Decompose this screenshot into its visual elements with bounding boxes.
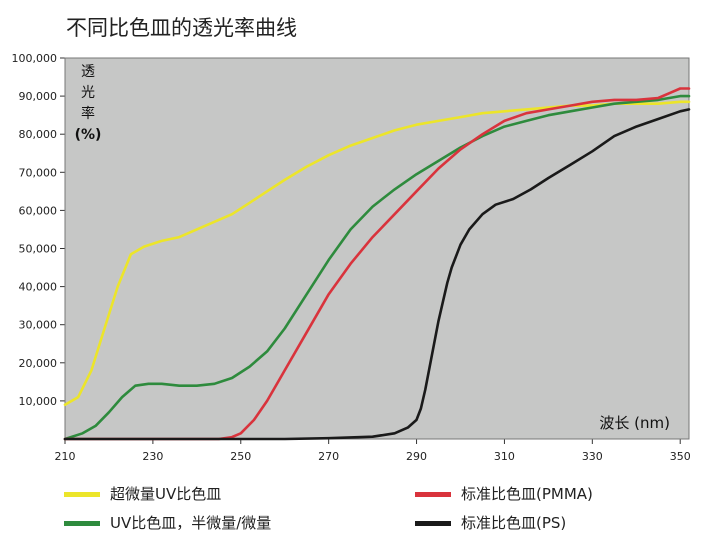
y-tick-label: 30,000 bbox=[19, 319, 58, 332]
legend-item-3: 标准比色皿(PS) bbox=[415, 512, 566, 533]
legend-swatch-0 bbox=[64, 492, 100, 497]
x-tick-label: 250 bbox=[230, 450, 251, 463]
y-tick-label: 20,000 bbox=[19, 357, 58, 370]
legend-label-2: 标准比色皿(PMMA) bbox=[461, 485, 593, 503]
series-line-2 bbox=[63, 87, 691, 441]
series-layer bbox=[63, 87, 691, 441]
legend-label-0: 超微量UV比色皿 bbox=[110, 485, 222, 503]
plot-area bbox=[65, 58, 689, 439]
x-tick-label: 310 bbox=[494, 450, 515, 463]
y-axis-label: 透光率 (%) bbox=[75, 64, 102, 143]
y-axis-label-line: 率 bbox=[81, 105, 95, 122]
y-axis-label-line: (%) bbox=[75, 127, 102, 143]
series-line-1 bbox=[63, 94, 691, 441]
chart-title: 不同比色皿的透光率曲线 bbox=[66, 16, 297, 40]
legend-label-3: 标准比色皿(PS) bbox=[461, 514, 567, 532]
legend-item-2: 标准比色皿(PMMA) bbox=[415, 483, 593, 504]
plot-border bbox=[64, 57, 690, 440]
x-tick-label: 210 bbox=[55, 450, 76, 463]
y-tick-label: 50,000 bbox=[19, 243, 58, 256]
series-line-3 bbox=[63, 108, 691, 441]
y-tick-label: 90,000 bbox=[19, 90, 58, 103]
y-axis-label-line: 光 bbox=[81, 85, 95, 101]
x-tick-label: 330 bbox=[582, 450, 603, 463]
x-tick-label: 290 bbox=[406, 450, 427, 463]
y-tick-label: 100,000 bbox=[12, 52, 58, 65]
y-tick-label: 40,000 bbox=[19, 281, 58, 294]
legend-swatch-1 bbox=[64, 521, 100, 526]
y-tick-label: 80,000 bbox=[19, 128, 58, 141]
x-axis-label: 波长 (nm) bbox=[599, 414, 670, 432]
y-tick-label: 10,000 bbox=[19, 395, 58, 408]
y-axis-label-line: 透 bbox=[81, 64, 95, 80]
x-tick-label: 230 bbox=[142, 450, 163, 463]
legend-item-1: UV比色皿，半微量/微量 bbox=[64, 512, 271, 533]
legend-swatch-2 bbox=[415, 492, 451, 497]
axis-ticks: 10,000 20,000 30,000 40,000 50,000 60,000 70,0… bbox=[12, 52, 691, 463]
series-line-0 bbox=[63, 100, 691, 407]
x-tick-label: 270 bbox=[318, 450, 339, 463]
x-tick-label: 350 bbox=[670, 450, 691, 463]
legend-swatch-3 bbox=[415, 521, 451, 526]
legend-item-0: 超微量UV比色皿 bbox=[64, 483, 221, 504]
y-tick-label: 70,000 bbox=[19, 166, 58, 179]
y-tick-label: 60,000 bbox=[19, 204, 58, 217]
legend-label-1: UV比色皿，半微量/微量 bbox=[110, 514, 272, 532]
